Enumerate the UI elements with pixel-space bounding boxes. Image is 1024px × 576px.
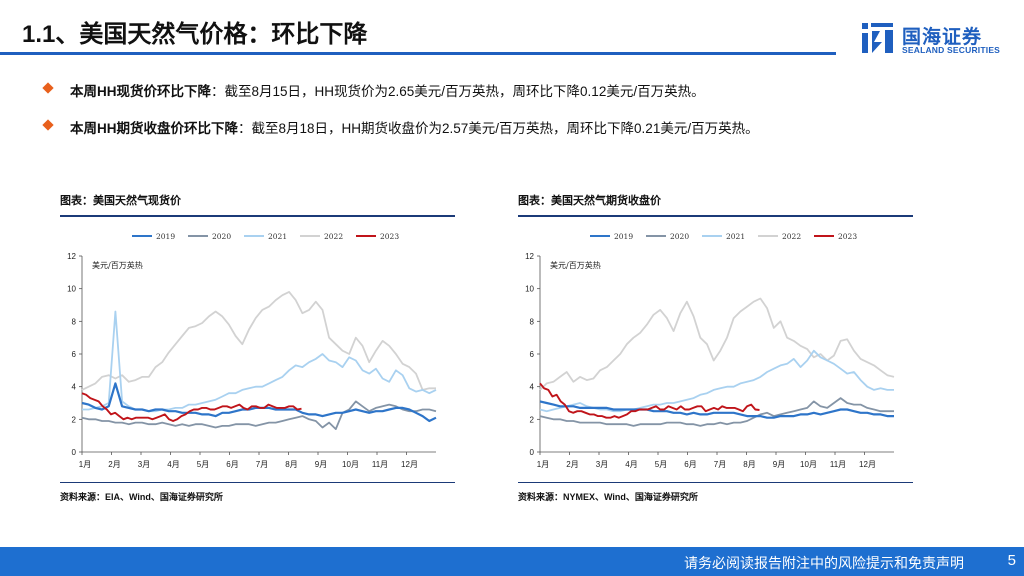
series-line-2020: [539, 397, 894, 427]
y-tick-label: 0: [530, 448, 535, 457]
x-tick-label: 6月: [684, 460, 696, 469]
y-tick-label: 4: [72, 383, 77, 392]
legend-label-2020: 2020: [212, 232, 231, 241]
y-tick-label: 8: [72, 317, 77, 326]
legend-label-2022: 2022: [324, 232, 343, 241]
chart-source: 资料来源：NYMEX、Wind、国海证券研究所: [518, 492, 698, 502]
company-logo: 国海证券 SEALAND SECURITIES: [860, 20, 1010, 60]
x-tick-label: 2月: [566, 460, 578, 469]
x-tick-label: 7月: [256, 460, 268, 469]
bullet-heading: 本周HH期货收盘价环比下降: [70, 121, 238, 136]
legend-label-2019: 2019: [156, 232, 175, 241]
legend-label-2022: 2022: [782, 232, 801, 241]
x-tick-label: 6月: [226, 460, 238, 469]
series-line-2023: [539, 382, 760, 419]
legend-label-2021: 2021: [726, 232, 745, 241]
futures-price-chart: 2019 2020 2021 2022 2023 0 2 4 6 8 10 12 美元/百万英热 1月 2月…: [525, 232, 895, 469]
y-tick-label: 6: [72, 350, 77, 359]
legend-label-2019: 2019: [614, 232, 633, 241]
bullet-heading: 本周HH现货价环比下降: [70, 84, 211, 99]
footer-bar: 请务必阅读报告附注中的风险提示和免责声明 5: [0, 547, 1024, 576]
chart-title: 图表：美国天然气现货价: [60, 195, 181, 207]
sealand-logo-icon: [862, 23, 893, 53]
page-number: 5: [1007, 552, 1016, 569]
spot-price-chart: 2019 2020 2021 2022 2023 0 2 4 6 8 10 12 美元/百万英热 1月 2月…: [67, 232, 437, 469]
x-tick-label: 12月: [401, 460, 418, 469]
chart-title: 图表：美国天然气期货收盘价: [518, 195, 661, 207]
x-tick-label: 4月: [167, 460, 179, 469]
x-tick-label: 5月: [197, 460, 209, 469]
x-tick-label: 1月: [537, 460, 549, 469]
y-tick-label: 12: [525, 252, 534, 261]
x-tick-label: 3月: [138, 460, 150, 469]
diamond-bullet-icon: [42, 82, 54, 94]
diamond-bullet-icon: [42, 119, 54, 131]
series-line-2021: [539, 349, 894, 413]
x-tick-label: 10月: [800, 460, 817, 469]
logo-text-en: SEALAND SECURITIES: [902, 45, 1001, 55]
y-tick-label: 2: [530, 415, 535, 424]
x-tick-label: 2月: [108, 460, 120, 469]
logo-text-cn: 国海证券: [902, 27, 983, 48]
x-tick-label: 7月: [714, 460, 726, 469]
spot-price-chart-panel: 图表：美国天然气现货价 2019 2020 2021 2022 2023 0 2 4 6 8 10 1…: [60, 192, 455, 507]
x-tick-label: 1月: [79, 460, 91, 469]
y-tick-label: 10: [67, 285, 76, 294]
chart-bottom-rule: [60, 482, 455, 483]
series-line-2022: [81, 291, 436, 391]
x-tick-label: 8月: [743, 460, 755, 469]
legend-label-2021: 2021: [268, 232, 287, 241]
x-tick-label: 12月: [859, 460, 876, 469]
series-line-2019: [539, 400, 894, 419]
x-tick-label: 10月: [342, 460, 359, 469]
y-tick-label: 6: [530, 350, 535, 359]
x-tick-label: 8月: [285, 460, 297, 469]
chart-source: 资料来源：EIA、Wind、国海证券研究所: [60, 492, 223, 502]
legend-label-2020: 2020: [670, 232, 689, 241]
title-underline: [0, 52, 836, 55]
x-tick-label: 9月: [315, 460, 327, 469]
x-tick-label: 3月: [596, 460, 608, 469]
x-tick-label: 5月: [655, 460, 667, 469]
y-tick-label: 8: [530, 317, 535, 326]
chart-top-rule: [518, 215, 913, 217]
series-line-2019: [81, 382, 437, 423]
bullet-futures-price: 本周HH期货收盘价环比下降：截至8月18日，HH期货收盘价为2.57美元/百万英…: [42, 117, 759, 137]
x-tick-label: 11月: [372, 460, 388, 469]
bullet-text: ：截至8月15日，HH现货价为2.65美元/百万英热，周环比下降0.12美元/百…: [211, 84, 705, 99]
futures-price-chart-panel: 图表：美国天然气期货收盘价 2019 2020 2021 2022 2023 0 2 4 6 8 1…: [518, 192, 913, 507]
y-tick-label: 12: [67, 252, 76, 261]
y-tick-label: 2: [72, 415, 77, 424]
y-tick-label: 4: [530, 383, 535, 392]
x-tick-label: 11月: [830, 460, 846, 469]
series-line-2020: [81, 400, 437, 431]
y-unit-label: 美元/百万英热: [550, 260, 601, 270]
series-line-2022: [539, 297, 895, 391]
legend-label-2023: 2023: [380, 232, 399, 241]
chart-top-rule: [60, 215, 455, 217]
page-title: 1.1、美国天然气价格：环比下降: [22, 21, 368, 48]
y-tick-label: 10: [525, 285, 534, 294]
y-unit-label: 美元/百万英热: [92, 260, 143, 270]
chart-bottom-rule: [518, 482, 913, 483]
bullet-spot-price: 本周HH现货价环比下降：截至8月15日，HH现货价为2.65美元/百万英热，周环…: [42, 80, 705, 100]
series-line-2023: [81, 392, 302, 422]
disclaimer-text: 请务必阅读报告附注中的风险提示和免责声明: [684, 555, 964, 571]
x-tick-label: 4月: [625, 460, 637, 469]
series-line-2021: [82, 310, 437, 413]
bullet-text: ：截至8月18日，HH期货收盘价为2.57美元/百万英热，周环比下降0.21美元…: [238, 121, 759, 136]
y-tick-label: 0: [72, 448, 77, 457]
legend-label-2023: 2023: [838, 232, 857, 241]
x-tick-label: 9月: [773, 460, 785, 469]
